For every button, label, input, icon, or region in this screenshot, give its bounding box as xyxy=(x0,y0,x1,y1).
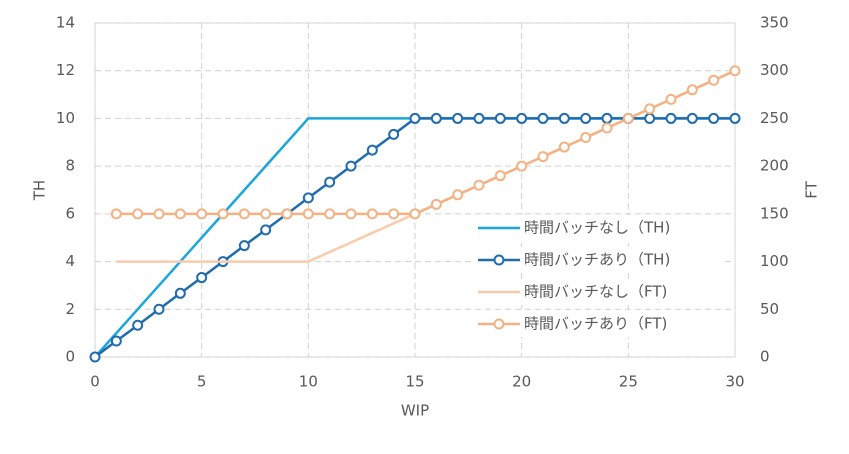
marker xyxy=(708,112,720,124)
x-tick-label: 25 xyxy=(619,373,638,391)
series-line xyxy=(116,69,736,216)
marker xyxy=(430,198,442,210)
marker xyxy=(409,208,421,220)
marker xyxy=(281,208,293,220)
marker xyxy=(260,224,272,236)
y-axis-title: TH xyxy=(31,180,49,201)
marker xyxy=(644,112,656,124)
marker xyxy=(345,208,357,220)
y-tick-label: 0 xyxy=(65,348,75,366)
y-tick-label: 14 xyxy=(56,14,75,32)
marker xyxy=(537,112,549,124)
marker xyxy=(174,287,186,299)
marker xyxy=(708,74,720,86)
marker xyxy=(580,112,592,124)
marker xyxy=(452,189,464,201)
marker xyxy=(110,335,122,347)
marker xyxy=(345,160,357,172)
y2-tick-label: 200 xyxy=(760,157,789,175)
marker xyxy=(558,141,570,153)
marker xyxy=(302,192,314,204)
y2-axis-title: FT xyxy=(803,180,821,198)
marker xyxy=(452,112,464,124)
marker xyxy=(473,179,485,191)
marker xyxy=(580,132,592,144)
x-tick-label: 10 xyxy=(299,373,318,391)
marker xyxy=(110,208,122,220)
marker xyxy=(644,103,656,115)
marker xyxy=(494,170,506,182)
marker xyxy=(132,319,144,331)
y-tick-label: 8 xyxy=(65,157,75,175)
marker xyxy=(601,122,613,134)
y-tick-label: 4 xyxy=(65,252,75,270)
x-tick-label: 5 xyxy=(197,373,207,391)
y2-tick-label: 150 xyxy=(760,204,789,222)
y2-tick-label: 250 xyxy=(760,109,789,127)
marker xyxy=(324,176,336,188)
marker xyxy=(366,144,378,156)
marker xyxy=(473,112,485,124)
y-tick-label: 10 xyxy=(56,109,75,127)
marker xyxy=(388,128,400,140)
marker xyxy=(558,112,570,124)
marker xyxy=(686,112,698,124)
marker xyxy=(516,112,528,124)
marker xyxy=(601,112,613,124)
marker xyxy=(665,112,677,124)
marker xyxy=(153,208,165,220)
marker xyxy=(174,208,186,220)
x-tick-label: 20 xyxy=(512,373,531,391)
marker xyxy=(665,93,677,105)
x-axis-title: WIP xyxy=(401,402,429,420)
marker xyxy=(516,160,528,172)
marker xyxy=(366,208,378,220)
marker xyxy=(196,272,208,284)
x-tick-label: 0 xyxy=(90,373,100,391)
marker xyxy=(153,303,165,315)
y2-tick-label: 100 xyxy=(760,252,789,270)
legend-label: 時間バッチなし（FT) xyxy=(524,283,667,301)
marker xyxy=(238,240,250,252)
marker xyxy=(89,351,101,363)
marker xyxy=(132,208,144,220)
y2-tick-label: 50 xyxy=(760,300,779,318)
legend-label: 時間バッチなし（TH) xyxy=(524,219,670,237)
y2-tick-label: 350 xyxy=(760,14,789,32)
marker xyxy=(260,208,272,220)
y-tick-label: 2 xyxy=(65,300,75,318)
y-tick-label: 12 xyxy=(56,61,75,79)
y2-tick-label: 300 xyxy=(760,61,789,79)
legend-label: 時間バッチあり（TH) xyxy=(524,251,670,269)
y2-tick-label: 0 xyxy=(760,348,770,366)
marker xyxy=(217,208,229,220)
legend-marker xyxy=(493,254,505,266)
marker xyxy=(324,208,336,220)
marker xyxy=(729,112,741,124)
y-tick-label: 6 xyxy=(65,204,75,222)
marker xyxy=(537,151,549,163)
marker xyxy=(729,65,741,77)
legend-marker xyxy=(493,318,505,330)
x-tick-label: 30 xyxy=(725,373,744,391)
marker xyxy=(430,112,442,124)
marker xyxy=(302,208,314,220)
marker xyxy=(388,208,400,220)
marker xyxy=(686,84,698,96)
marker xyxy=(409,112,421,124)
x-tick-label: 15 xyxy=(405,373,424,391)
marker xyxy=(494,112,506,124)
marker xyxy=(196,208,208,220)
legend-label: 時間バッチあり（FT) xyxy=(524,315,667,333)
marker xyxy=(622,112,634,124)
marker xyxy=(238,208,250,220)
